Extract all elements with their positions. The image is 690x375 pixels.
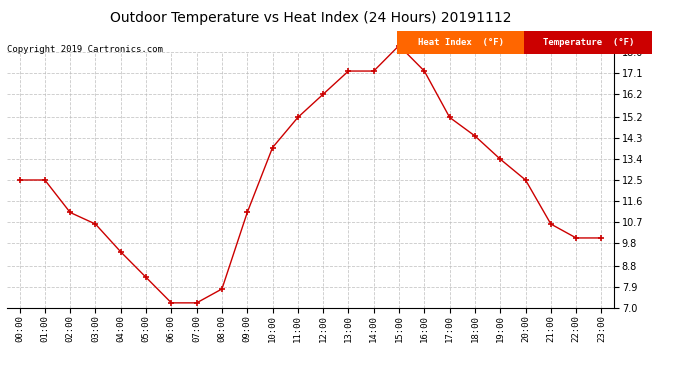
Text: Outdoor Temperature vs Heat Index (24 Hours) 20191112: Outdoor Temperature vs Heat Index (24 Ho… (110, 11, 511, 25)
Text: Copyright 2019 Cartronics.com: Copyright 2019 Cartronics.com (7, 45, 163, 54)
Text: Heat Index  (°F): Heat Index (°F) (417, 38, 504, 47)
Text: Temperature  (°F): Temperature (°F) (542, 38, 634, 47)
